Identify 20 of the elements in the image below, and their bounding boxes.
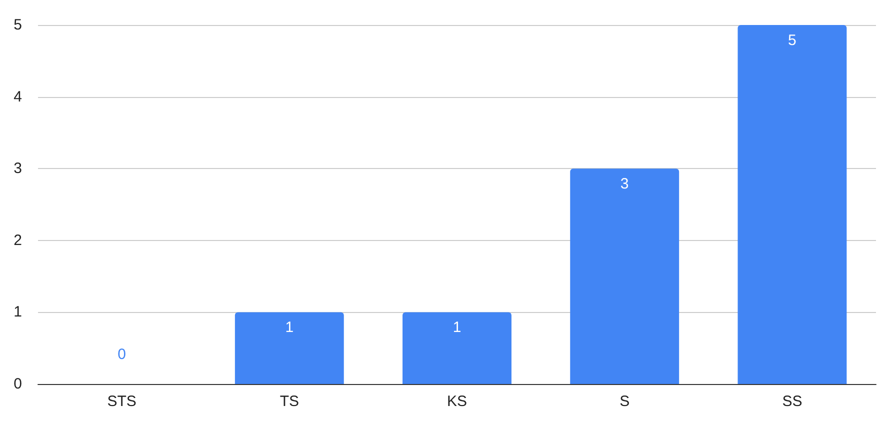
bar bbox=[738, 25, 847, 384]
bar bbox=[570, 168, 680, 384]
data-label: 1 bbox=[285, 319, 294, 336]
bar bbox=[402, 312, 512, 384]
x-tick-label: TS bbox=[280, 393, 299, 410]
y-tick-label: 2 bbox=[14, 232, 22, 249]
bar bbox=[234, 312, 344, 384]
x-tick-label: STS bbox=[107, 393, 136, 410]
y-tick-label: 5 bbox=[14, 16, 22, 34]
y-tick-label: 1 bbox=[14, 304, 22, 321]
data-label: 0 bbox=[118, 346, 126, 363]
y-tick-label: 3 bbox=[14, 160, 22, 178]
data-label: 1 bbox=[452, 319, 462, 336]
y-tick-label: 0 bbox=[14, 376, 22, 392]
x-tick-label: SS bbox=[782, 393, 802, 410]
x-tick-label: KS bbox=[446, 393, 468, 410]
data-label: 5 bbox=[788, 32, 796, 49]
data-label: 3 bbox=[620, 176, 629, 193]
y-tick-label: 4 bbox=[14, 88, 22, 106]
x-tick-label: S bbox=[620, 393, 630, 410]
